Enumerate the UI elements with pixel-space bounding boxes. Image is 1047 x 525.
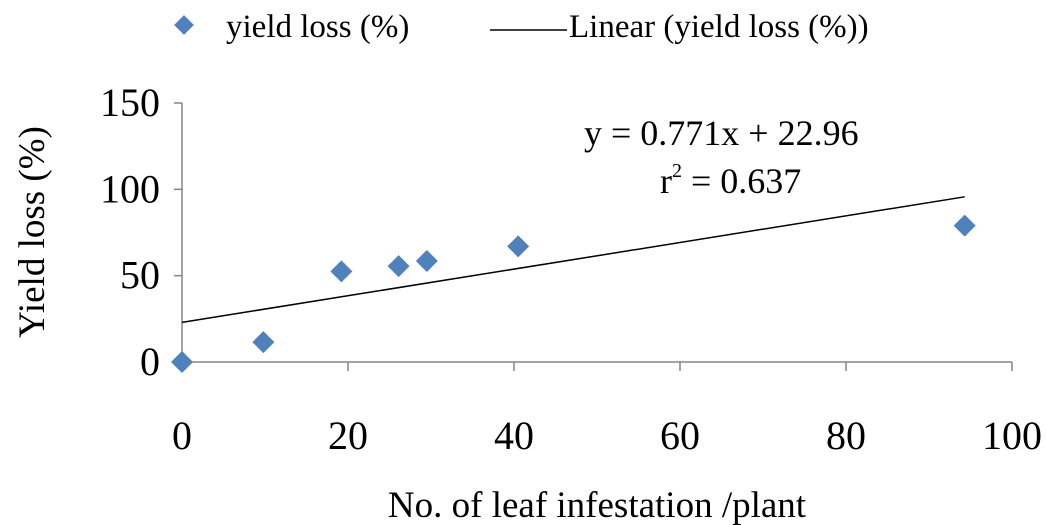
y-tick-label: 0: [140, 339, 160, 384]
r-squared-exponent: 2: [672, 160, 682, 182]
data-point: [252, 331, 275, 354]
x-axis-ticks: 0 20 40 60 80 100: [172, 362, 1042, 458]
axes: 0 50 100 150 0 20 40 60 80 100: [100, 80, 1042, 458]
legend-label-yield-loss: yield loss (%): [226, 9, 409, 45]
data-point: [415, 249, 438, 272]
x-axis-title: No. of leaf infestation /plant: [388, 485, 807, 525]
x-tick-label: 100: [982, 413, 1042, 458]
data-point: [507, 235, 530, 258]
y-axis-ticks: 0 50 100 150: [100, 80, 182, 384]
data-point: [330, 260, 353, 283]
x-tick-label: 20: [328, 413, 368, 458]
trendline: [181, 196, 965, 324]
data-points: [171, 214, 976, 373]
y-tick-label: 150: [100, 80, 160, 125]
r-squared-label: r2 = 0.637: [660, 160, 801, 201]
data-point: [953, 214, 976, 237]
x-tick-label: 40: [494, 413, 534, 458]
y-tick-label: 100: [100, 166, 160, 211]
equation-label: y = 0.771x + 22.96: [584, 113, 859, 153]
x-tick-label: 0: [172, 413, 192, 458]
y-axis-title: Yield loss (%): [12, 126, 53, 338]
data-point: [387, 255, 410, 278]
x-tick-label: 80: [826, 413, 866, 458]
legend: yield loss (%) Linear (yield loss (%)): [174, 9, 869, 45]
legend-label-trendline: Linear (yield loss (%)): [569, 9, 869, 45]
r-squared-base: r: [660, 161, 672, 201]
legend-marker-yield-loss: [174, 15, 194, 35]
y-tick-label: 50: [120, 253, 160, 298]
data-point: [171, 351, 193, 373]
r-squared-value: = 0.637: [682, 161, 801, 201]
x-tick-label: 60: [660, 413, 700, 458]
